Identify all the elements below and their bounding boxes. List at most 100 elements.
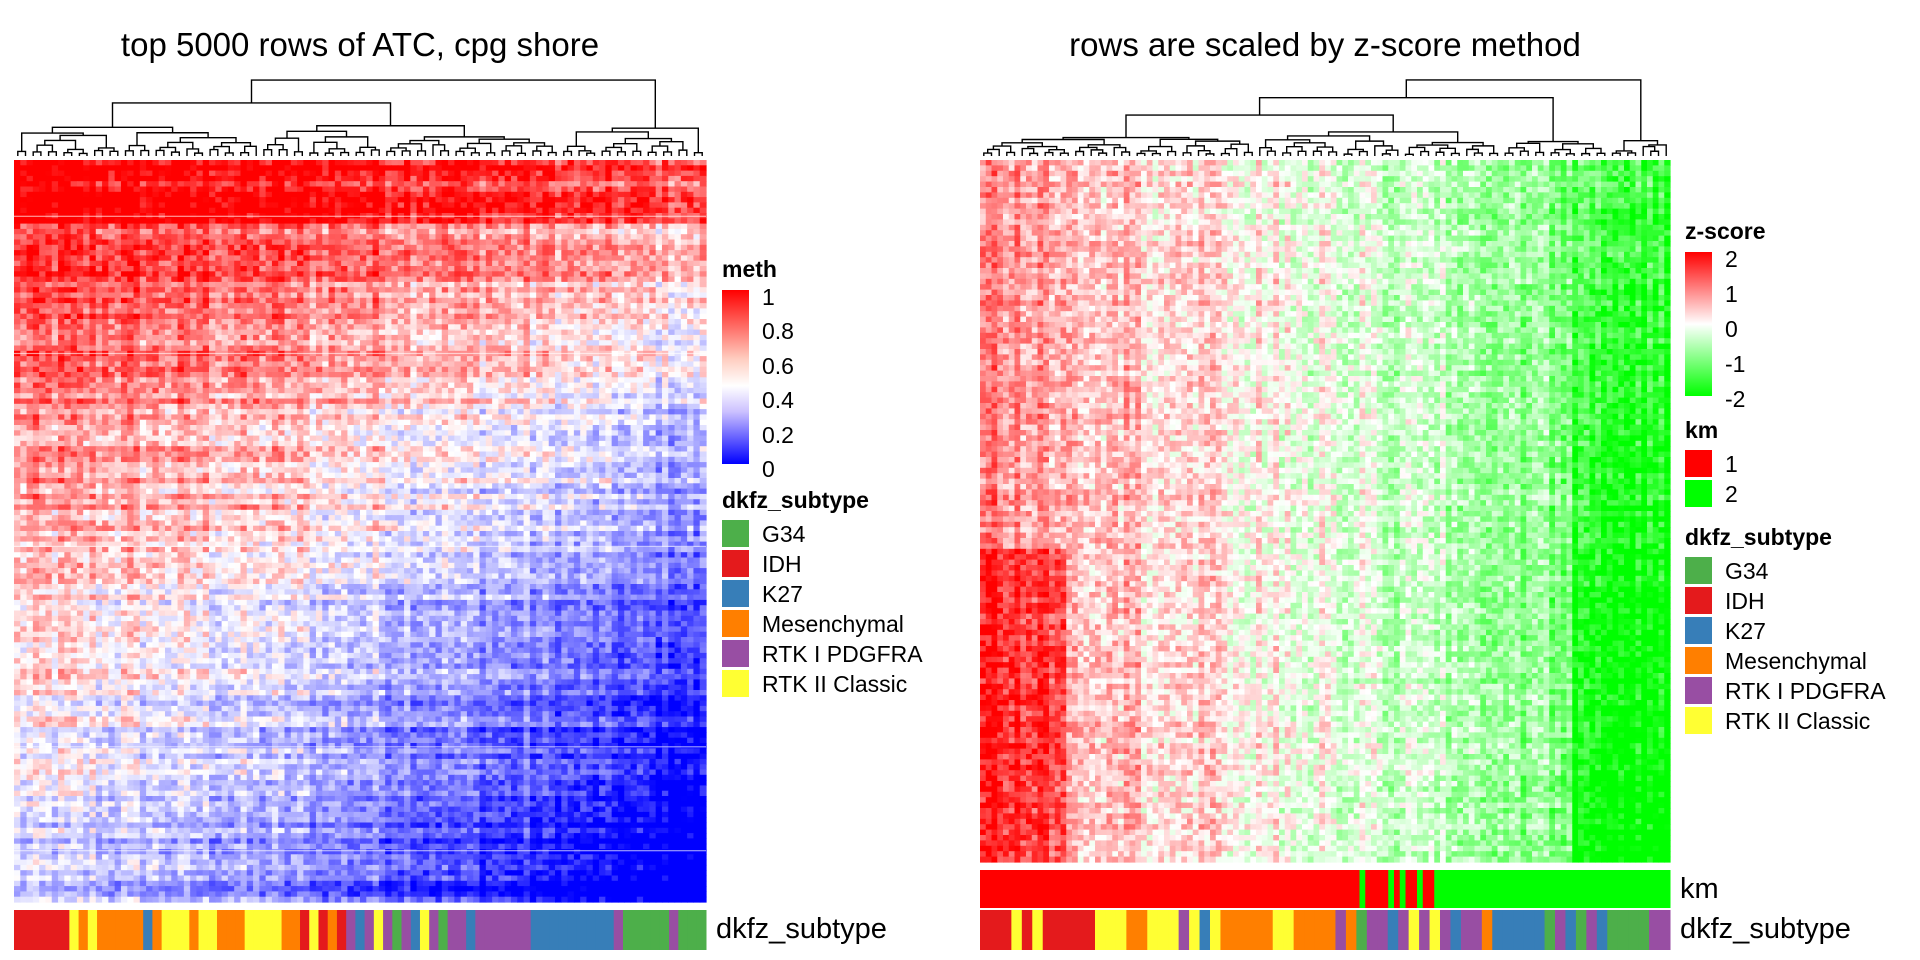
heatmap-cell — [297, 218, 304, 224]
heatmap-cell — [64, 383, 71, 389]
heatmap-cell — [448, 340, 455, 346]
heatmap-cell — [108, 324, 115, 330]
heatmap-cell — [373, 377, 380, 383]
heatmap-cell — [33, 271, 40, 277]
heatmap-cell — [429, 208, 436, 214]
heatmap-cell — [297, 287, 304, 293]
heatmap-cell — [637, 319, 644, 325]
heatmap-cell — [561, 176, 568, 182]
heatmap-cell — [586, 250, 593, 256]
heatmap-cell — [259, 171, 266, 177]
heatmap-cell — [631, 319, 638, 325]
heatmap-cell — [423, 165, 430, 171]
heatmap-cell — [89, 250, 96, 256]
heatmap-cell — [379, 393, 386, 399]
heatmap-cell — [115, 261, 122, 267]
heatmap-cell — [45, 277, 52, 283]
heatmap-cell — [291, 293, 298, 299]
heatmap-cell — [454, 330, 461, 336]
heatmap-cell — [643, 250, 650, 256]
heatmap-cell — [322, 181, 329, 187]
heatmap-cell — [27, 202, 34, 208]
heatmap-cell — [593, 324, 600, 330]
heatmap-cell — [146, 287, 153, 293]
heatmap-cell — [586, 187, 593, 193]
heatmap-cell — [253, 277, 260, 283]
heatmap-cell — [693, 319, 700, 325]
heatmap-cell — [668, 335, 675, 341]
heatmap-cell — [14, 171, 21, 177]
heatmap-cell — [530, 330, 537, 336]
heatmap-cell — [171, 234, 178, 240]
heatmap-cell — [297, 271, 304, 277]
heatmap-cell — [253, 335, 260, 341]
heatmap-cell — [542, 361, 549, 367]
heatmap-cell — [39, 240, 46, 246]
heatmap-cell — [222, 171, 229, 177]
heatmap-cell — [134, 356, 141, 362]
heatmap-cell — [467, 361, 474, 367]
heatmap-cell — [45, 335, 52, 341]
heatmap-cell — [165, 282, 172, 288]
heatmap-cell — [45, 271, 52, 277]
heatmap-cell — [178, 319, 185, 325]
heatmap-cell — [385, 330, 392, 336]
heatmap-cell — [461, 293, 468, 299]
heatmap-cell — [347, 266, 354, 272]
heatmap-cell — [536, 361, 543, 367]
heatmap-cell — [335, 356, 342, 362]
heatmap-cell — [637, 160, 644, 166]
heatmap-cell — [39, 208, 46, 214]
heatmap-cell — [20, 383, 27, 389]
heatmap-cell — [631, 176, 638, 182]
heatmap-cell — [228, 240, 235, 246]
heatmap-cell — [549, 266, 556, 272]
heatmap-cell — [316, 340, 323, 346]
heatmap-cell — [96, 319, 103, 325]
heatmap-cell — [473, 197, 480, 203]
heatmap-cell — [605, 324, 612, 330]
heatmap-cell — [253, 271, 260, 277]
heatmap-cell — [586, 245, 593, 251]
heatmap-cell — [39, 176, 46, 182]
heatmap-cell — [366, 298, 373, 304]
heatmap-cell — [102, 187, 109, 193]
heatmap-cell — [593, 234, 600, 240]
heatmap-cell — [96, 271, 103, 277]
heatmap-cell — [159, 181, 166, 187]
heatmap-cell — [64, 250, 71, 256]
heatmap-cell — [71, 287, 78, 293]
heatmap-cell — [341, 324, 348, 330]
heatmap-cell — [549, 319, 556, 325]
heatmap-cell — [203, 176, 210, 182]
heatmap-cell — [291, 287, 298, 293]
heatmap-cell — [102, 393, 109, 399]
heatmap-cell — [71, 383, 78, 389]
heatmap-cell — [20, 298, 27, 304]
heatmap-cell — [580, 176, 587, 182]
heatmap-cell — [448, 208, 455, 214]
heatmap-cell — [310, 356, 317, 362]
heatmap-cell — [335, 160, 342, 166]
heatmap-cell — [20, 229, 27, 235]
heatmap-cell — [121, 287, 128, 293]
heatmap-cell — [599, 287, 606, 293]
heatmap-cell — [637, 266, 644, 272]
heatmap-cell — [618, 202, 625, 208]
heatmap-cell — [555, 266, 562, 272]
heatmap-cell — [586, 261, 593, 267]
heatmap-cell — [605, 176, 612, 182]
heatmap-cell — [322, 266, 329, 272]
heatmap-cell — [316, 187, 323, 193]
heatmap-cell — [492, 293, 499, 299]
heatmap-cell — [266, 192, 273, 198]
heatmap-cell — [20, 287, 27, 293]
heatmap-cell — [335, 361, 342, 367]
heatmap-cell — [631, 314, 638, 320]
heatmap-cell — [492, 298, 499, 304]
heatmap-cell — [429, 271, 436, 277]
heatmap-cell — [329, 319, 336, 325]
heatmap-cell — [410, 202, 417, 208]
heatmap-cell — [115, 202, 122, 208]
heatmap-cell — [102, 293, 109, 299]
